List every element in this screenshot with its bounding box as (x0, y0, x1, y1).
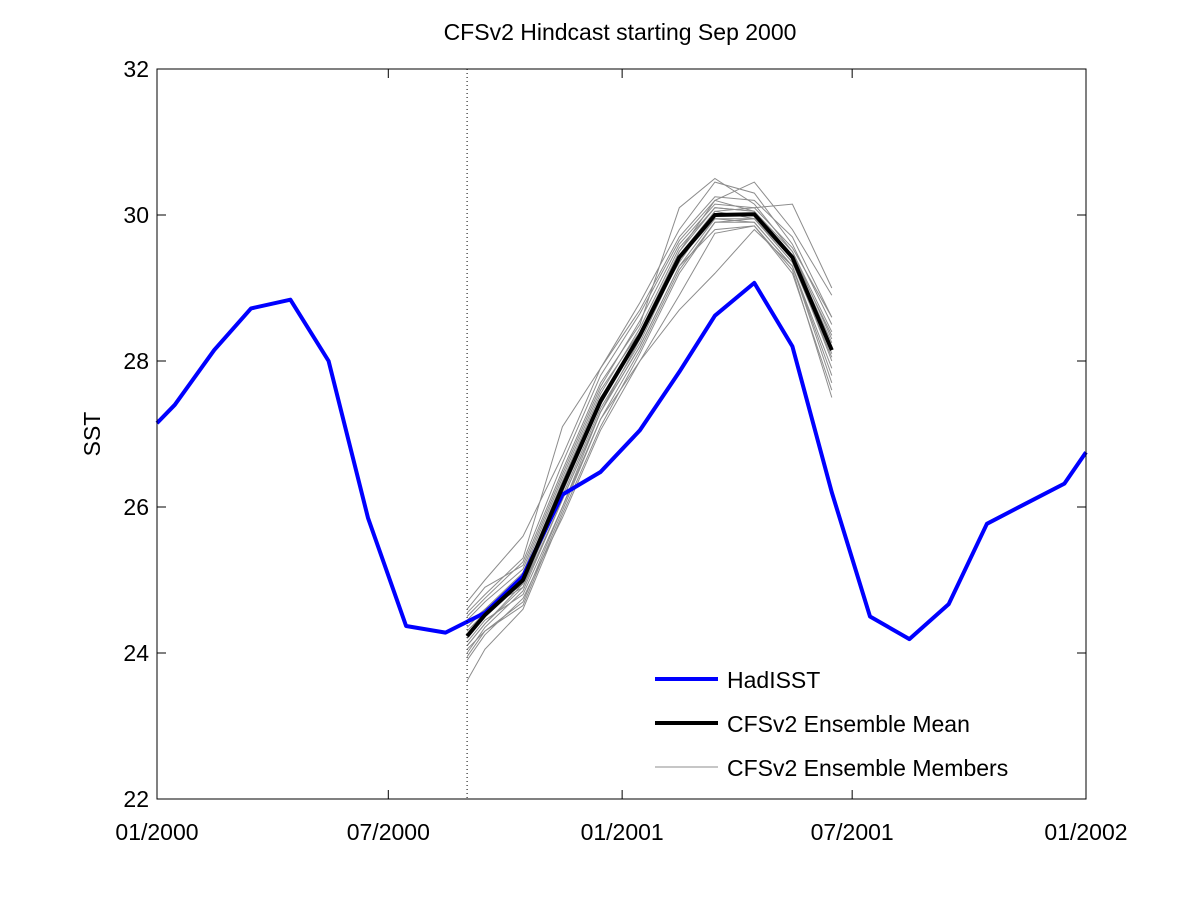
y-axis-title: SST (79, 412, 105, 457)
legend: HadISST CFSv2 Ensemble Mean CFSv2 Ensemb… (655, 667, 1008, 781)
x-tick-label: 07/2000 (347, 819, 430, 845)
chart-title: CFSv2 Hindcast starting Sep 2000 (444, 19, 797, 45)
y-tick-label: 26 (123, 494, 149, 520)
y-tick-label: 32 (123, 56, 149, 82)
hadisst-layer (155, 280, 1088, 642)
y-tick-label: 28 (123, 348, 149, 374)
hadisst-line (155, 280, 1088, 642)
ensemble-member-line (466, 196, 833, 603)
ensemble-member-line (466, 228, 833, 661)
legend-label-hadisst: HadISST (727, 667, 820, 693)
x-tick-label: 01/2000 (115, 819, 198, 845)
ensemble-member-line (466, 218, 833, 681)
ensemble-member-line (466, 218, 833, 647)
y-tick-label: 24 (123, 640, 149, 666)
ensemble-member-line (466, 181, 833, 614)
plot-frame (156, 68, 1087, 800)
ensemble-member-line (466, 221, 833, 650)
ensemble-mean-layer (465, 212, 834, 638)
x-tick-label: 07/2001 (811, 819, 894, 845)
ensemble-member-line (466, 203, 833, 621)
ensemble-mean-line (465, 212, 834, 638)
y-tick-label: 30 (123, 202, 149, 228)
y-tick-label: 22 (123, 786, 149, 812)
legend-label-ensemble-members: CFSv2 Ensemble Members (727, 755, 1008, 781)
axis-ticks: 22 24 26 28 30 32 01/2000 07/2000 01/2001 07/2001… (115, 56, 1127, 845)
x-tick-label: 01/2001 (581, 819, 664, 845)
plot-area: 22 24 26 28 30 32 01/2000 07/2000 01/2001 07/2001… (115, 56, 1127, 845)
x-tick-label: 01/2002 (1044, 819, 1127, 845)
ensemble-member-line (466, 225, 833, 643)
ensemble-member-line (466, 177, 833, 610)
legend-label-ensemble-mean: CFSv2 Ensemble Mean (727, 711, 970, 737)
